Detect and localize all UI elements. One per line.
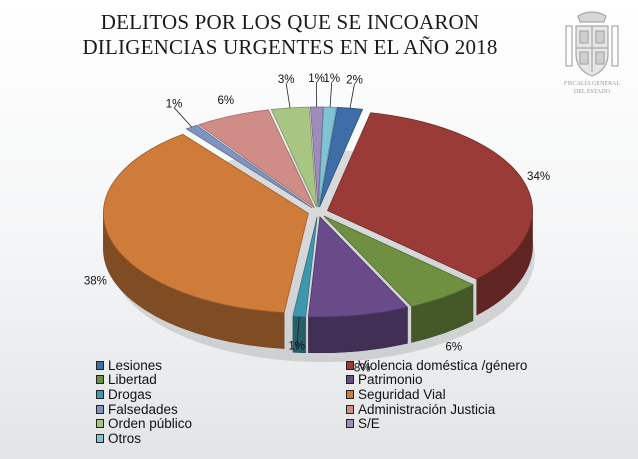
- legend-swatch: [96, 375, 104, 385]
- logo-caption-line-2: DEL ESTADO: [573, 89, 611, 95]
- legend-swatch: [96, 433, 104, 443]
- chart-title-line-1: DELITOS POR LOS QUE SE INCOARON: [100, 10, 480, 34]
- leader-line: [285, 83, 291, 108]
- legend-label: Drogas: [108, 386, 152, 402]
- pie-tops: [102, 106, 533, 318]
- legend-item: Administración Justicia: [346, 402, 596, 417]
- pie-slice: [307, 216, 409, 318]
- legend-label: Orden público: [108, 416, 193, 432]
- leader-line: [329, 82, 333, 108]
- legend-item: S/E: [346, 416, 596, 431]
- legend-swatch: [346, 419, 354, 429]
- logo-caption-line-1: FISCALÍA GENERAL: [563, 81, 621, 87]
- logo-caption: FISCALÍA GENERAL DEL ESTADO: [552, 80, 632, 96]
- legend-swatch: [346, 404, 354, 414]
- leader-line: [349, 83, 355, 109]
- legend-swatch: [96, 360, 104, 370]
- legend-item: Patrimonio: [346, 372, 596, 388]
- data-label: 8%: [354, 363, 371, 375]
- data-label: 6%: [445, 342, 462, 354]
- legend-label: Violencia doméstica /género: [358, 357, 528, 373]
- legend-item: Otros: [96, 431, 346, 446]
- legend-swatch: [96, 419, 104, 429]
- pie-slice: [102, 133, 309, 314]
- pie-slice: [292, 216, 318, 318]
- legend-label: Lesiones: [108, 357, 163, 373]
- data-label: 3%: [278, 74, 295, 86]
- chart-title-line-2: DILIGENCIAS URGENTES EN EL AÑO 2018: [82, 35, 498, 59]
- pie-slice: [197, 109, 316, 209]
- legend-swatch: [346, 375, 354, 385]
- legend-label: S/E: [358, 416, 380, 432]
- coat-of-arms-logo: [560, 10, 624, 102]
- pie-slice: [323, 215, 474, 307]
- legend-label: Libertad: [108, 372, 157, 388]
- pie-slice: [327, 112, 533, 280]
- legend-item: Lesiones: [96, 358, 346, 373]
- legend-item: Libertad: [96, 372, 346, 388]
- legend-swatch: [346, 389, 354, 399]
- data-label: 1%: [308, 73, 325, 85]
- legend-item: Falsedades: [96, 402, 346, 417]
- data-label: 1%: [288, 340, 305, 352]
- leader-line: [173, 107, 192, 128]
- legend-label: Otros: [108, 430, 142, 446]
- legend-swatch: [96, 404, 104, 414]
- legend-item: Orden público: [96, 416, 346, 431]
- chart-legend: Lesiones Violencia doméstica /género Liber…: [96, 358, 596, 446]
- legend-swatch: [346, 360, 354, 370]
- legend-label: Administración Justicia: [358, 401, 496, 417]
- pie-slice: [270, 106, 318, 208]
- legend-item: Violencia doméstica /género: [346, 358, 596, 373]
- legend-label: Falsedades: [108, 401, 178, 417]
- legend-label: Patrimonio: [358, 372, 423, 388]
- legend-label: Seguridad Vial: [358, 386, 446, 402]
- pie-labels: 2%34%6%8%1%38%1% 6%3% 1%1%: [84, 73, 550, 375]
- legend-item: Seguridad Vial: [346, 387, 596, 402]
- data-label: 2%: [346, 74, 363, 86]
- legend-swatch: [96, 389, 104, 399]
- data-label: 38%: [84, 276, 107, 288]
- legend-item: Drogas: [96, 387, 346, 402]
- data-label: 6%: [218, 95, 235, 107]
- leader-line: [296, 316, 300, 350]
- data-label: 34%: [527, 171, 550, 183]
- data-label: 1%: [166, 99, 183, 111]
- data-label: 1%: [323, 73, 340, 85]
